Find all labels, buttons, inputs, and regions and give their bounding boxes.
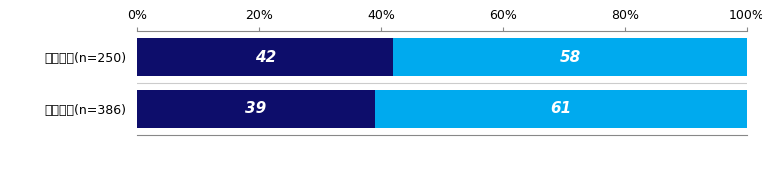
Text: 42: 42	[255, 50, 276, 65]
Text: 58: 58	[559, 50, 581, 65]
Bar	[393, 38, 747, 76]
Text: 61: 61	[550, 102, 572, 116]
Bar	[137, 90, 375, 128]
Bar	[375, 90, 747, 128]
Text: 39: 39	[245, 102, 267, 116]
Bar	[137, 38, 393, 76]
